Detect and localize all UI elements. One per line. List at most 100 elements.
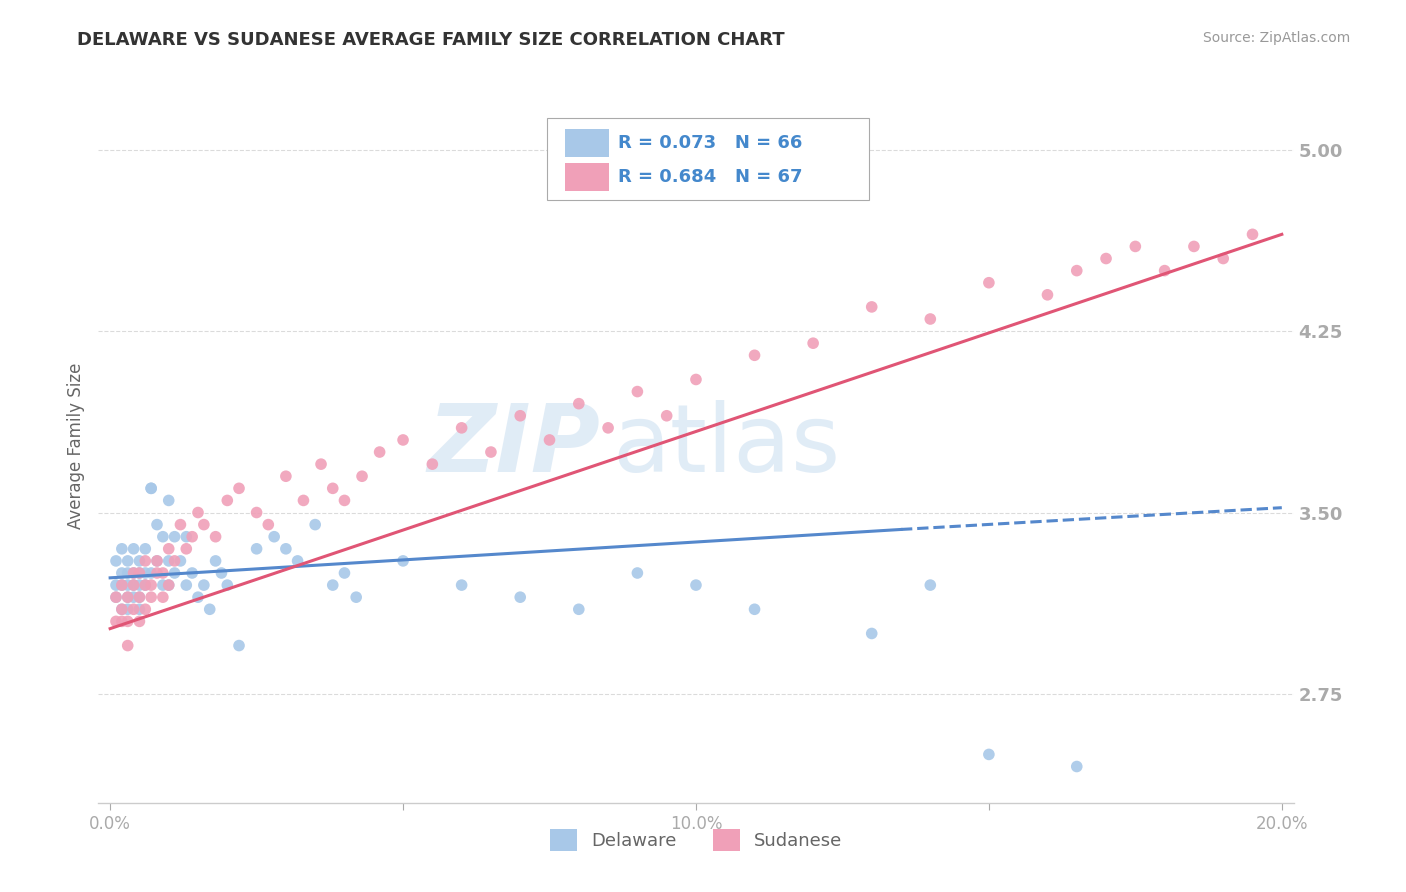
Point (146, 554, 169, 568)
Point (117, 554, 139, 568)
Point (392, 554, 415, 568)
Point (368, 445, 391, 459)
Point (152, 530, 174, 544)
FancyBboxPatch shape (547, 118, 869, 200)
Point (117, 639, 139, 653)
Point (105, 615, 128, 629)
Point (134, 578, 156, 592)
Point (187, 506, 209, 520)
Point (141, 578, 163, 592)
Text: atlas: atlas (613, 400, 841, 492)
Point (128, 566, 150, 580)
Point (105, 590, 128, 604)
Point (128, 590, 150, 604)
Point (920, 312, 942, 326)
Point (211, 566, 233, 580)
Point (117, 578, 139, 592)
Point (509, 409, 531, 423)
Point (157, 578, 180, 592)
Point (352, 469, 374, 483)
Point (157, 578, 180, 592)
Point (655, 409, 678, 423)
Point (292, 493, 315, 508)
Point (204, 530, 226, 544)
Point (422, 457, 444, 471)
Point (146, 554, 169, 568)
Point (322, 578, 344, 592)
Point (122, 590, 145, 604)
Point (228, 639, 250, 653)
Point (1125, 239, 1147, 253)
Point (246, 506, 269, 520)
Point (450, 578, 472, 592)
Point (111, 578, 134, 592)
Point (568, 397, 591, 411)
Point (860, 626, 883, 640)
Point (134, 554, 156, 568)
Point (344, 590, 367, 604)
Point (141, 481, 163, 495)
Point (117, 566, 139, 580)
Point (1153, 263, 1175, 277)
Point (309, 457, 332, 471)
Point (977, 276, 1000, 290)
Point (1182, 239, 1205, 253)
Point (801, 336, 824, 351)
Point (860, 300, 883, 314)
Point (141, 590, 163, 604)
Point (157, 554, 180, 568)
Point (626, 384, 648, 399)
Point (111, 541, 134, 556)
Point (163, 554, 186, 568)
Point (122, 566, 145, 580)
Point (169, 554, 191, 568)
Point (1066, 759, 1088, 773)
Point (128, 578, 150, 592)
Point (598, 421, 620, 435)
Text: Source: ZipAtlas.com: Source: ZipAtlas.com (1202, 31, 1350, 45)
Point (134, 566, 156, 580)
Point (163, 530, 186, 544)
Point (626, 566, 648, 580)
Point (187, 590, 209, 604)
Point (257, 517, 280, 532)
Point (977, 747, 1000, 762)
Point (111, 602, 134, 616)
Point (174, 541, 197, 556)
Point (274, 541, 297, 556)
Point (128, 590, 150, 604)
Point (169, 517, 191, 532)
Point (128, 602, 150, 616)
Point (141, 481, 163, 495)
Point (193, 517, 215, 532)
Point (122, 578, 145, 592)
Point (1066, 263, 1088, 277)
Point (479, 445, 502, 459)
Point (152, 566, 174, 580)
Point (274, 469, 297, 483)
Point (134, 578, 156, 592)
Point (193, 578, 215, 592)
Point (111, 615, 134, 629)
Point (685, 578, 707, 592)
Text: R = 0.684   N = 67: R = 0.684 N = 67 (619, 168, 803, 186)
Point (322, 481, 344, 495)
Point (1036, 288, 1059, 302)
Point (263, 530, 285, 544)
Point (111, 566, 134, 580)
Point (217, 578, 239, 592)
Point (134, 541, 156, 556)
Point (304, 517, 326, 532)
Text: R = 0.073   N = 66: R = 0.073 N = 66 (619, 134, 803, 152)
Point (128, 615, 150, 629)
Point (538, 433, 561, 447)
Point (134, 602, 156, 616)
Point (920, 578, 942, 592)
Legend: Delaware, Sudanese: Delaware, Sudanese (543, 822, 849, 858)
Point (157, 541, 180, 556)
Point (122, 602, 145, 616)
Point (333, 493, 356, 508)
Point (111, 578, 134, 592)
Point (198, 602, 221, 616)
Point (117, 602, 139, 616)
